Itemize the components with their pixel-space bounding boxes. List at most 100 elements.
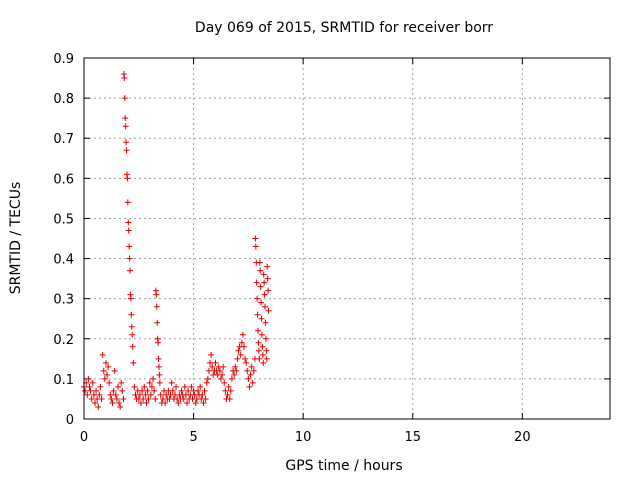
data-point [127,267,134,274]
data-point [258,299,265,306]
data-point [105,363,112,370]
data-point [168,379,175,386]
y-tick-label: 0.9 [53,52,74,67]
data-point [173,383,180,390]
data-point [216,367,223,374]
y-tick-label: 0.7 [53,132,74,147]
data-point [114,383,121,390]
data-point [192,399,199,406]
data-point [256,355,263,362]
data-point [255,327,262,334]
data-point [244,367,251,374]
data-point [259,343,266,350]
data-point [222,387,229,394]
data-point [263,347,270,354]
data-point [126,243,133,250]
data-point [175,399,182,406]
data-point [257,267,264,274]
data-point [120,395,127,402]
data-point [152,395,159,402]
data-point [116,399,123,406]
data-point [252,243,259,250]
data-point [242,355,249,362]
data-point [127,295,134,302]
data-point [262,335,269,342]
data-point [204,375,211,382]
data-point [209,363,216,370]
data-point [201,387,208,394]
data-point [145,395,152,402]
data-point [194,387,201,394]
data-point [153,303,160,310]
data-point [153,291,160,298]
data-point [249,379,256,386]
data-point [243,359,250,366]
data-point [255,339,262,346]
data-point [141,383,148,390]
data-point [155,363,162,370]
data-point [233,367,240,374]
data-point [99,351,106,358]
data-point [122,115,129,122]
data-point [125,219,132,226]
data-point [117,403,124,410]
data-point [259,351,266,358]
data-point [136,391,143,398]
data-point [144,387,151,394]
x-tick-label: 10 [295,430,312,445]
data-point [264,275,271,282]
x-axis-label: GPS time / hours [285,458,402,474]
chart-title: Day 069 of 2015, SRMTID for receiver bor… [195,20,493,36]
data-point [154,319,161,326]
data-point [231,371,238,378]
data-point [102,359,109,366]
data-point [110,387,117,394]
data-point [205,367,212,374]
data-point [124,199,131,206]
data-point [101,375,108,382]
data-point [128,323,135,330]
data-point [250,367,257,374]
data-point [258,315,265,322]
data-point [148,383,155,390]
y-tick-label: 0.1 [53,373,74,388]
y-tick-label: 0.3 [53,293,74,308]
data-point [126,255,133,262]
data-point [140,395,147,402]
x-tick-label: 15 [404,430,421,445]
data-point [97,383,104,390]
data-point [261,279,268,286]
y-tick-label: 0.5 [53,212,74,227]
data-point [147,391,154,398]
data-point [245,375,252,382]
data-point [185,387,192,394]
data-point [98,395,105,402]
data-point [96,391,103,398]
data-point [227,387,234,394]
data-point [109,399,116,406]
data-point [224,391,231,398]
data-point [207,359,214,366]
data-point [240,343,247,350]
data-point [226,395,233,402]
data-point [257,283,264,290]
data-point [253,279,260,286]
data-point [112,391,119,398]
data-point [129,343,136,350]
data-point [200,399,207,406]
data-point [238,339,245,346]
data-point [202,395,209,402]
y-tick-label: 0.4 [53,253,74,268]
data-point [129,331,136,338]
data-point [235,347,242,354]
data-point [150,375,157,382]
data-point [125,227,132,234]
data-point [143,399,150,406]
y-axis-label: SRMTID / TECUs [8,182,24,295]
x-tick-label: 20 [514,430,531,445]
data-point [262,303,269,310]
data-point [113,395,120,402]
data-points [81,71,272,410]
data-point [256,259,263,266]
axis-ticks: 0 0.1 0.2 0.3 0.4 0.5 0.6 0.7 0.8 0.9 0 5 10 15 20 [53,52,610,445]
